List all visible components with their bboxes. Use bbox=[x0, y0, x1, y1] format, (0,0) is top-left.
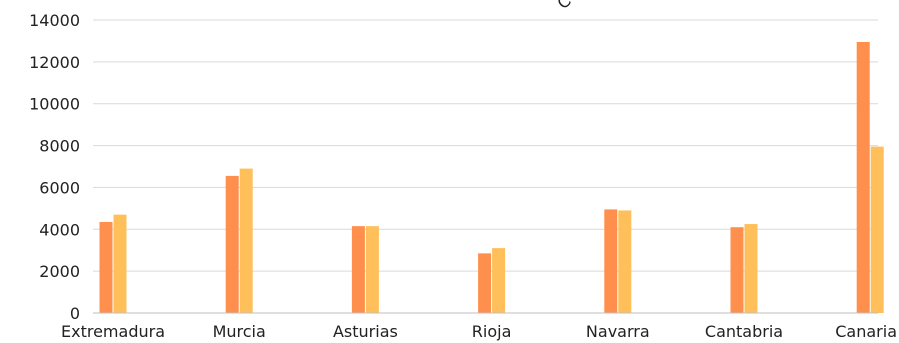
bar-series-2 bbox=[365, 226, 379, 313]
bar-series-1 bbox=[856, 41, 870, 313]
chart-annotation-fragment: Co bbox=[553, 0, 581, 13]
x-tick-label: Rioja bbox=[472, 322, 512, 341]
bar-series-1 bbox=[604, 209, 618, 313]
bar-series-2 bbox=[113, 214, 127, 313]
y-axis-tick-labels: 0 2000 4000 6000 8000 10000 12000 14000 bbox=[29, 11, 80, 323]
bar-series-1 bbox=[351, 226, 365, 313]
x-tick-label: Murcia bbox=[213, 322, 266, 341]
bar-series-2 bbox=[744, 224, 758, 313]
x-tick-label: Asturias bbox=[333, 322, 398, 341]
x-tick-label: Cantabria bbox=[705, 322, 783, 341]
y-tick-label: 6000 bbox=[39, 178, 80, 197]
x-tick-label: Extremadura bbox=[61, 322, 165, 341]
bar-series-2 bbox=[492, 248, 506, 313]
x-tick-label: Canaria bbox=[835, 322, 897, 341]
bar-series-1 bbox=[478, 253, 492, 313]
y-tick-label: 12000 bbox=[29, 53, 80, 72]
x-axis-tick-labels: Extremadura Murcia Asturias Rioja Navarra Can… bbox=[61, 322, 897, 341]
bar-series-2 bbox=[618, 210, 632, 313]
y-tick-label: 0 bbox=[70, 304, 80, 323]
y-tick-label: 10000 bbox=[29, 95, 80, 114]
y-tick-label: 2000 bbox=[39, 262, 80, 281]
bar-series-2 bbox=[239, 168, 253, 313]
y-tick-label: 4000 bbox=[39, 220, 80, 239]
bar-series-1 bbox=[99, 221, 113, 313]
gridlines bbox=[93, 19, 878, 272]
y-tick-label: 14000 bbox=[29, 11, 80, 30]
bar-series-2 bbox=[870, 146, 884, 313]
y-tick-label: 8000 bbox=[39, 137, 80, 156]
bar-series-1 bbox=[225, 175, 239, 313]
bars bbox=[99, 41, 884, 313]
bar-series-1 bbox=[730, 227, 744, 313]
x-tick-label: Navarra bbox=[586, 322, 650, 341]
